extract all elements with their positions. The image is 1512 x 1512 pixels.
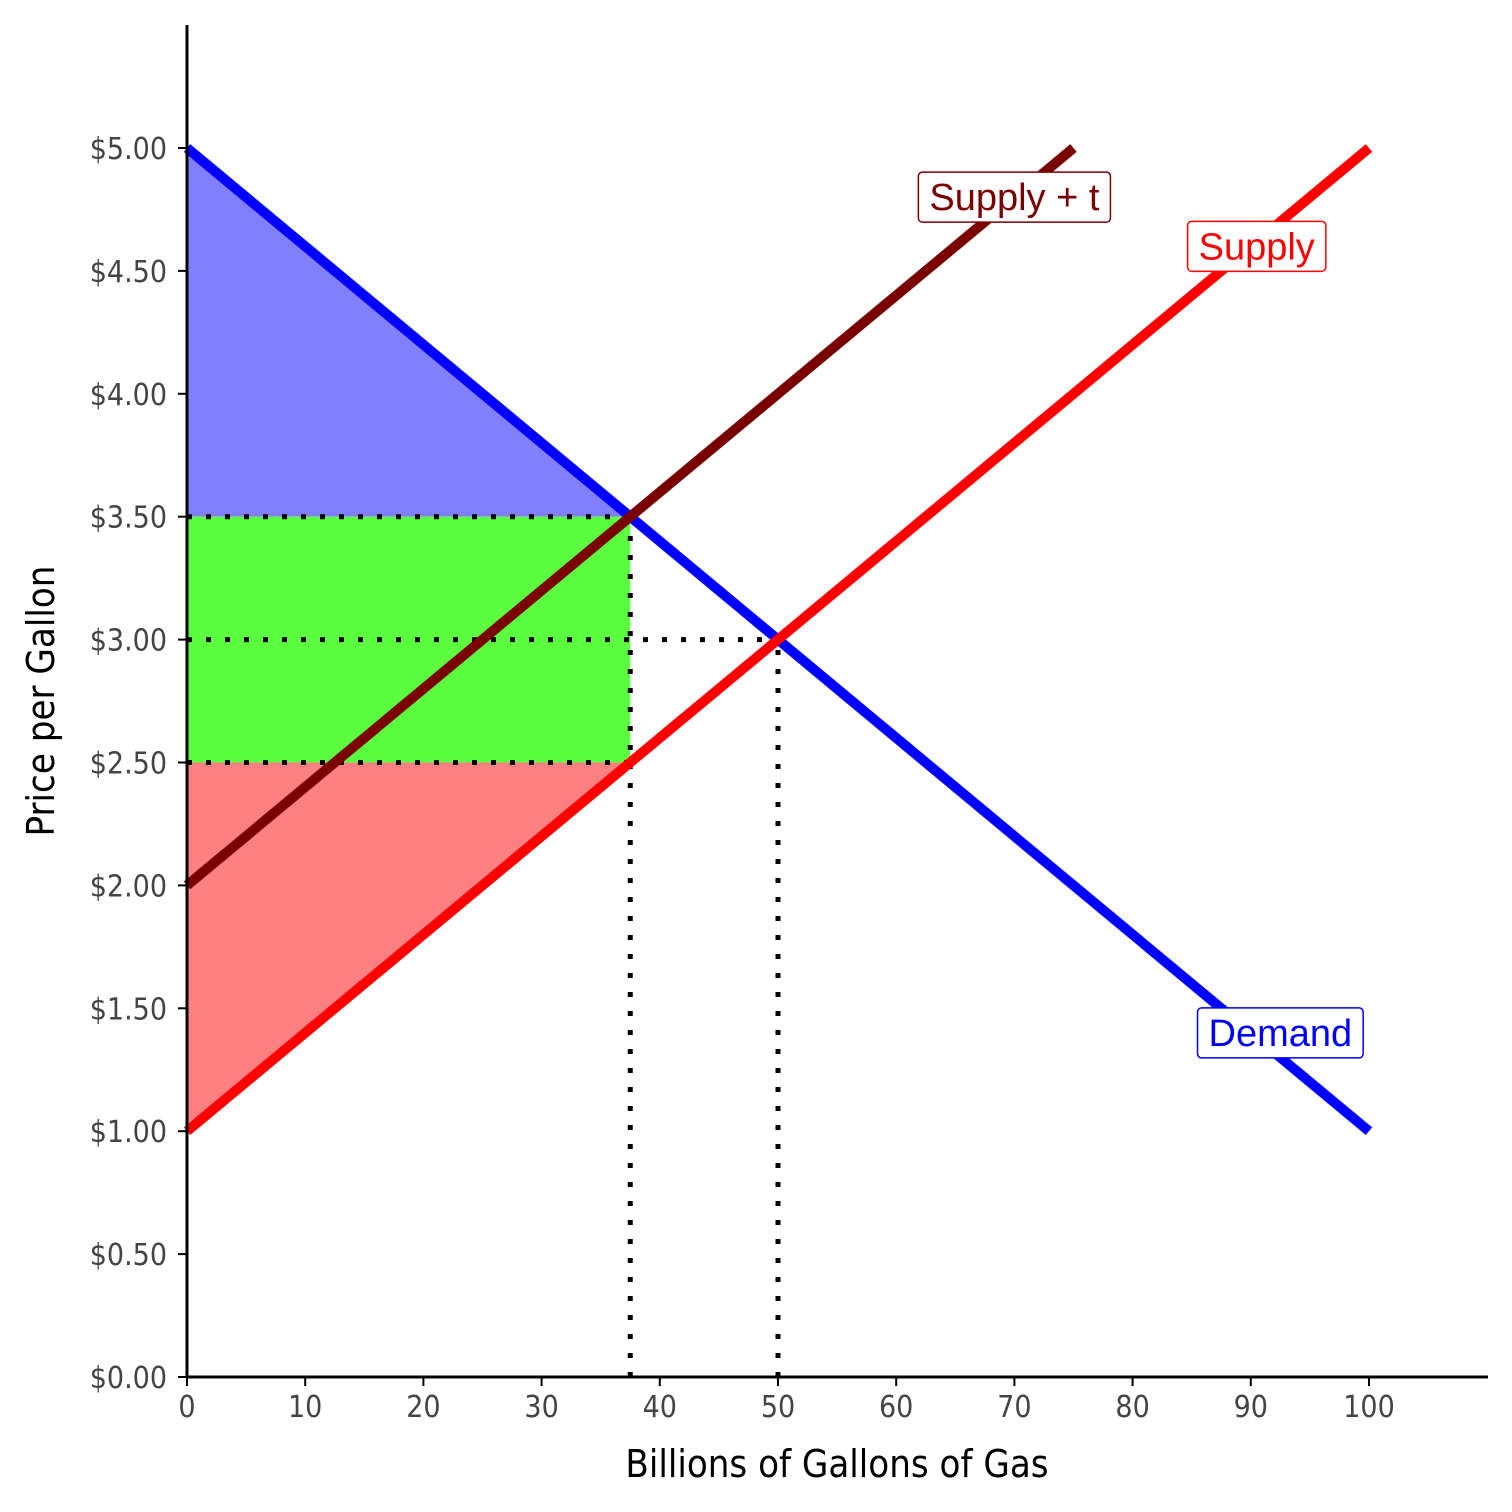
y-tick-label: $3.00 — [90, 624, 167, 659]
y-tick-label: $4.50 — [90, 255, 167, 290]
x-axis-title: Billions of Gallons of Gas — [625, 1442, 1048, 1486]
label-text: Supply — [1199, 226, 1315, 268]
y-tick-label: $0.00 — [90, 1361, 167, 1396]
y-tick-label: $2.50 — [90, 747, 167, 782]
region-1 — [187, 516, 631, 763]
x-tick-label: 80 — [1115, 1390, 1149, 1425]
label-box — [917, 171, 1112, 223]
supply-t-curve — [183, 144, 1077, 890]
y-tick-label: $2.00 — [90, 869, 167, 904]
label-box — [1186, 220, 1327, 273]
y-tick-label: $4.00 — [90, 378, 167, 413]
label-box — [1196, 1007, 1364, 1059]
y-axis-title: Price per Gallon — [19, 566, 63, 837]
x-tick-label: 10 — [288, 1390, 322, 1425]
label-text: Supply + t — [929, 177, 1099, 219]
x-tick-label: 100 — [1343, 1390, 1395, 1425]
x-tick-label: 30 — [524, 1390, 558, 1425]
curve-labels: Demand Supply Supply + t — [917, 171, 1364, 1059]
x-tick-label: 0 — [178, 1390, 195, 1425]
x-tick-label: 50 — [761, 1390, 795, 1425]
y-axis-ticks: $0.00 $0.50 $1.00 $1.50 $2.00 $2.50 $3.00 $3.50… — [90, 132, 187, 1396]
supply-t-label: Supply + t — [917, 171, 1112, 223]
x-tick-label: 40 — [643, 1390, 677, 1425]
x-tick-label: 70 — [997, 1390, 1031, 1425]
surplus-regions — [187, 148, 631, 1132]
y-tick-label: $1.00 — [90, 1115, 167, 1150]
supply-label: Supply — [1186, 220, 1327, 273]
reference-lines — [187, 514, 781, 1377]
y-tick-label: $0.50 — [90, 1238, 167, 1273]
y-tick-label: $5.00 — [90, 132, 167, 167]
curves — [183, 144, 1373, 1136]
x-tick-label: 20 — [406, 1390, 440, 1425]
x-tick-label: 60 — [879, 1390, 913, 1425]
demand-label: Demand — [1196, 1007, 1364, 1059]
y-tick-label: $3.50 — [90, 501, 167, 536]
axes — [185, 25, 1488, 1379]
x-tick-label: 90 — [1234, 1390, 1268, 1425]
x-axis-ticks: 0 10 20 30 40 50 60 70 80 90 100 — [178, 1377, 1395, 1425]
supply-curve — [183, 144, 1373, 1136]
y-tick-label: $1.50 — [90, 992, 167, 1027]
label-text: Demand — [1209, 1013, 1353, 1055]
